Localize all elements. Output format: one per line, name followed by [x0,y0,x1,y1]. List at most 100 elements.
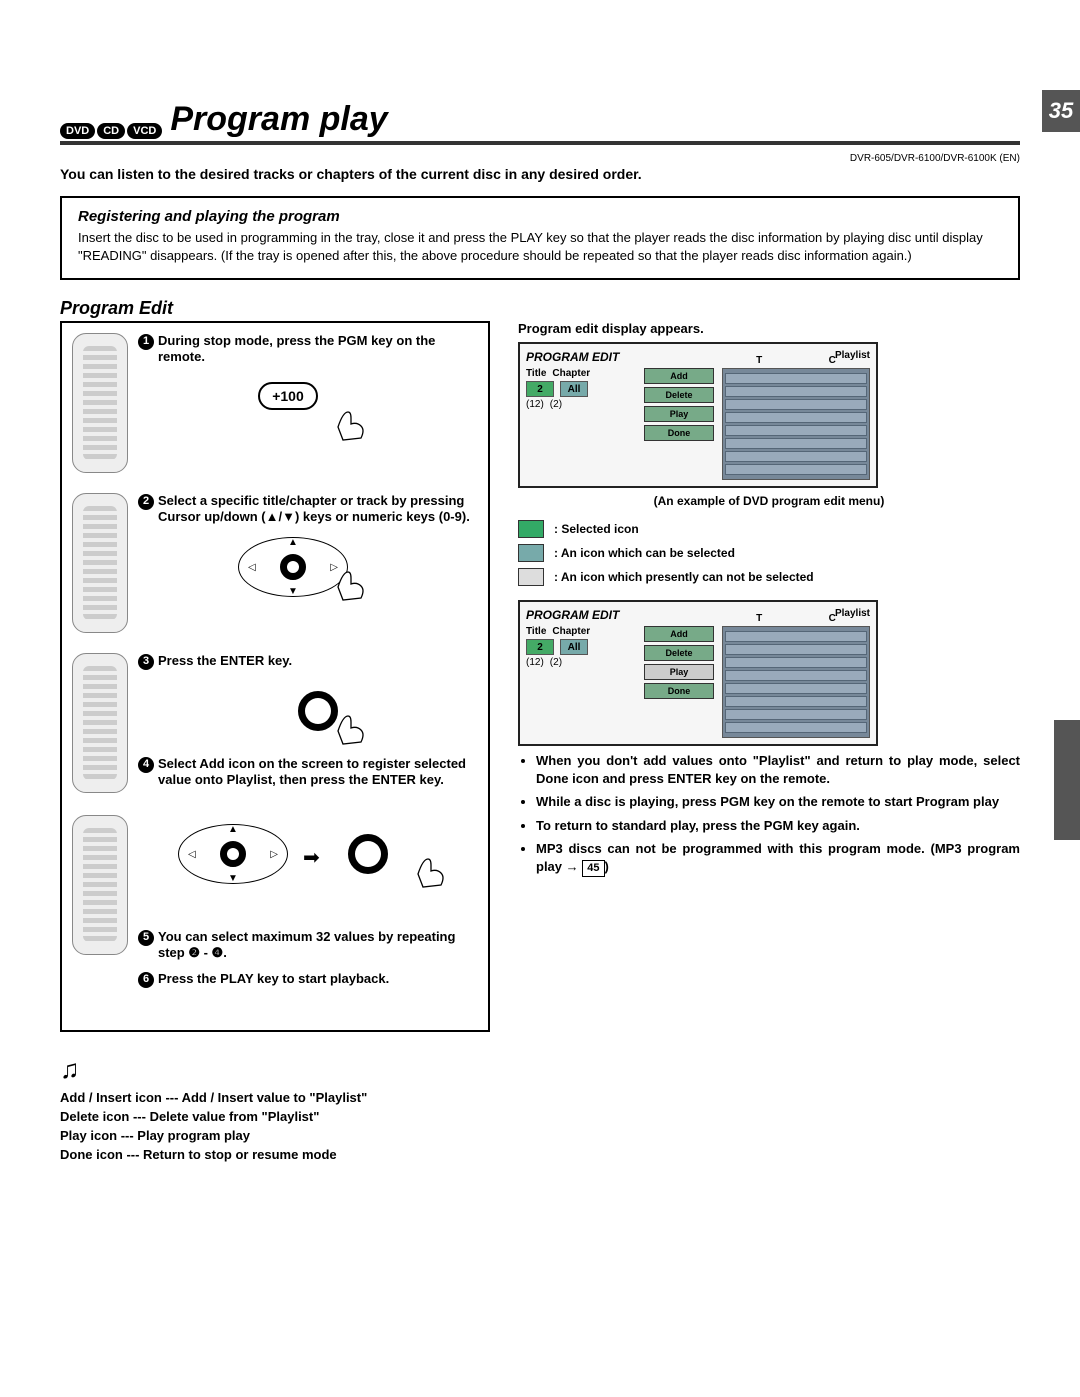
bullet-4b: ) [605,859,609,874]
menu-title: PROGRAM EDIT [526,608,619,622]
step-number-6: 6 [138,972,154,988]
legend-selectable: : An icon which can be selected [554,546,735,560]
delete-button: Delete [644,387,714,403]
menu-caption-1: (An example of DVD program edit menu) [518,494,1020,508]
icon-legend: : Selected icon : An icon which can be s… [518,520,1020,586]
selectable-swatch [518,544,544,562]
hand-icon [408,849,448,889]
bullet-4: MP3 discs can not be programmed with thi… [536,840,1020,876]
title-label: Title [526,368,546,379]
register-title: Registering and playing the program [78,208,1002,225]
step-4-diagram-row: ▲▼ ◁▷ ➡ 5 You can select maximum 32 valu… [72,815,478,995]
enter-diagram [218,676,398,746]
step-2: 2 Select a specific title/chapter or tra… [72,493,478,633]
title-value: 2 [526,381,554,397]
menu-title-chapter: Title Chapter 2 All (12) (2) [526,368,636,480]
title-label: Title [526,626,546,637]
arrow-right-icon: ➡ [303,845,320,870]
page-number: 35 [1042,90,1080,132]
bullet-1: When you don't add values onto "Playlist… [536,752,1020,787]
playlist-panel: TC [722,626,870,738]
step-1-text: During stop mode, press the PGM key on t… [158,333,478,366]
col-c: C [829,613,836,624]
note-line-2: Delete icon --- Delete value from "Playl… [60,1108,1020,1127]
hand-icon [328,562,368,602]
selected-swatch [518,520,544,538]
hand-icon [328,402,368,442]
remote-illustration [72,815,128,955]
right-header: Program edit display appears. [518,321,1020,336]
pgm-key-diagram: +100 [218,372,398,442]
add-enter-diagram: ▲▼ ◁▷ ➡ [178,819,438,889]
bullet-3: To return to standard play, press the PG… [536,817,1020,835]
step-number-3: 3 [138,654,154,670]
remote-illustration [72,653,128,793]
cursor-diagram: ▲▼ ◁▷ [218,532,398,602]
title-value: 2 [526,639,554,655]
step-1: 1 During stop mode, press the PGM key on… [72,333,478,473]
add-button: Add [644,626,714,642]
menu-title: PROGRAM EDIT [526,350,619,364]
disc-tags: DVD CD VCD [60,123,162,139]
navpad-icon: ▲▼ ◁▷ [178,819,288,889]
section-title: Program Edit [60,298,1020,319]
notes-bullets: When you don't add values onto "Playlist… [518,752,1020,877]
step-number-1: 1 [138,334,154,350]
menu-buttons: Add Delete Play Done [644,626,714,738]
steps-panel: 1 During stop mode, press the PGM key on… [60,321,490,1032]
disc-tag-dvd: DVD [60,123,95,139]
delete-button: Delete [644,645,714,661]
legend-disabled: : An icon which presently can not be sel… [554,570,814,584]
chapter-value: All [560,639,588,655]
note-line-4: Done icon --- Return to stop or resume m… [60,1146,1020,1165]
disc-tag-vcd: VCD [127,123,162,139]
plus100-button: +100 [258,382,318,410]
step-number-5: 5 [138,930,154,946]
bullet-2: While a disc is playing, press PGM key o… [536,793,1020,811]
chapter-count: (2) [550,657,562,668]
step-number-4: 4 [138,757,154,773]
step-3-text: Press the ENTER key. [158,653,292,669]
step-number-2: 2 [138,494,154,510]
title-bar: DVD CD VCD Program play [60,100,1020,145]
chapter-count: (2) [550,399,562,410]
enter-button-icon [338,819,398,889]
step-3: 3 Press the ENTER key. 4 Select Add icon… [72,653,478,795]
play-button: Play [644,664,714,680]
note-line-1: Add / Insert icon --- Add / Insert value… [60,1089,1020,1108]
page-title: Program play [170,100,387,139]
note-icon: ♫ [60,1054,80,1085]
remote-illustration [72,493,128,633]
page-ref-45: 45 [582,860,604,877]
step-2-text: Select a specific title/chapter or track… [158,493,478,526]
play-button: Play [644,406,714,422]
add-button: Add [644,368,714,384]
chapter-label: Chapter [552,626,590,637]
model-line: DVR-605/DVR-6100/DVR-6100K (EN) [60,153,1020,164]
remote-illustration [72,333,128,473]
done-button: Done [644,425,714,441]
done-button: Done [644,683,714,699]
hand-icon [328,706,368,746]
chapter-label: Chapter [552,368,590,379]
note-line-3: Play icon --- Play program play [60,1127,1020,1146]
step-4-text: Select Add icon on the screen to registe… [158,756,478,789]
title-count: (12) [526,657,544,668]
intro-text: You can listen to the desired tracks or … [60,166,1020,182]
register-box: Registering and playing the program Inse… [60,196,1020,280]
step-6-text: Press the PLAY key to start playback. [158,971,389,987]
disabled-swatch [518,568,544,586]
col-c: C [829,355,836,366]
note-block: ♫ Add / Insert icon --- Add / Insert val… [60,1054,1020,1164]
title-count: (12) [526,399,544,410]
chapter-value: All [560,381,588,397]
right-column: Program edit display appears. PROGRAM ED… [518,321,1020,883]
playlist-panel: TC [722,368,870,480]
menu-buttons: Add Delete Play Done [644,368,714,480]
col-t: T [756,355,762,366]
legend-selected: : Selected icon [554,522,639,536]
menu-title-chapter: Title Chapter 2 All (12) (2) [526,626,636,738]
program-edit-menu-1: PROGRAM EDIT Playlist TitleChapter 2 All… [518,342,878,488]
side-tab [1054,720,1080,840]
register-body: Insert the disc to be used in programmin… [78,229,1002,264]
